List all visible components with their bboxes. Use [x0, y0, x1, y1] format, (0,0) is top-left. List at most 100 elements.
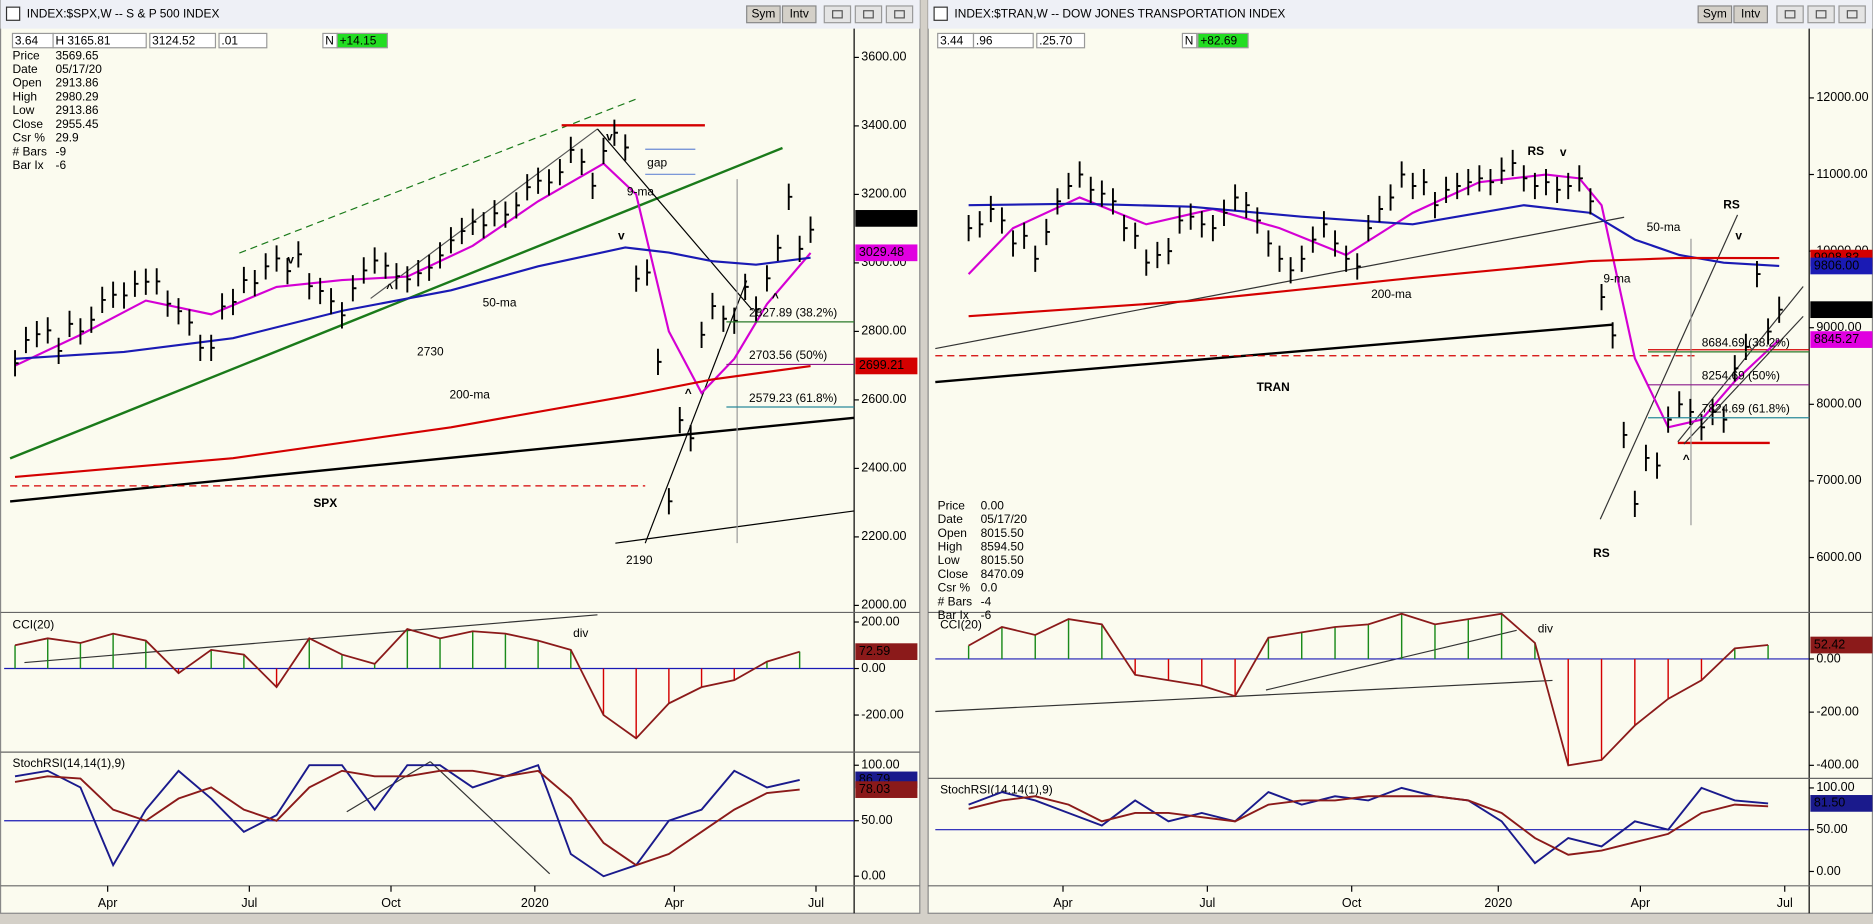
info-value: 2980.29 — [55, 89, 98, 103]
header-cell — [1036, 32, 1086, 49]
trend-line — [615, 510, 855, 544]
window-icon — [933, 6, 948, 21]
info-value: 2913.86 — [55, 103, 98, 117]
price-bar — [1256, 207, 1261, 234]
close-button[interactable] — [1838, 5, 1866, 24]
price-bar — [1744, 333, 1750, 361]
toolbar-button[interactable] — [781, 5, 817, 24]
indicator-title: StochRSI(14,14(1),9) — [13, 756, 126, 770]
price-bar — [602, 137, 608, 165]
y-tick-label: 0.00 — [1816, 864, 1840, 878]
info-value: 8594.50 — [981, 540, 1024, 554]
chart-content: INDEX:$TRAN,W -- DOW JONES TRANSPORTATIO… — [933, 5, 1873, 910]
annotation: RS — [1593, 546, 1610, 560]
price-tag — [855, 210, 918, 227]
y-tick-label: 200.00 — [861, 614, 899, 628]
price-bar — [1378, 195, 1384, 223]
close-button[interactable] — [885, 5, 914, 24]
price-bar — [57, 337, 63, 365]
price-bar — [504, 201, 509, 228]
y-tick-label: 8000.00 — [1816, 397, 1861, 411]
annotation: 9-ma — [627, 184, 655, 198]
y-tick-label: -200.00 — [861, 707, 903, 721]
price-bar — [417, 260, 422, 287]
info-label: Bar Ix — [13, 158, 44, 172]
price-bar — [1567, 172, 1572, 200]
info-label: Csr % — [938, 581, 971, 595]
toolbar-button[interactable] — [1733, 5, 1768, 24]
y-tick-label: 0.00 — [861, 661, 885, 675]
price-bar — [1200, 211, 1206, 238]
info-value: 8015.50 — [981, 526, 1024, 540]
window-spx — [0, 0, 921, 914]
price-bar — [14, 350, 19, 377]
price-bar — [678, 406, 684, 434]
chart-content: INDEX:$SPX,W -- S & P 500 INDEX Sym Intv 3.… — [4, 5, 918, 910]
annotation: 50-ma — [1647, 220, 1681, 234]
toolbar-button[interactable] — [1697, 5, 1733, 24]
price-bar — [460, 217, 466, 245]
info-label: High — [13, 89, 38, 103]
info-value: 05/17/20 — [981, 512, 1028, 526]
price-bar — [112, 281, 117, 308]
price-bar — [144, 268, 150, 295]
price-bar — [1700, 414, 1706, 441]
toolbar-button-label[interactable]: Intv — [790, 6, 809, 20]
toolbar-button[interactable] — [746, 5, 781, 24]
price-bar — [667, 488, 673, 515]
info-label: Price — [938, 498, 966, 512]
price-bar — [1478, 165, 1483, 192]
info-value: -6 — [55, 158, 66, 172]
info-value: 2955.45 — [55, 117, 98, 131]
trend-line — [1677, 286, 1804, 443]
toolbar-button-label[interactable]: Sym — [751, 6, 775, 20]
y-tick-label: 2200.00 — [861, 529, 906, 543]
trend-line — [9, 416, 855, 503]
annotation: RS — [1528, 144, 1545, 158]
price-tag — [1810, 795, 1873, 812]
maximize-button[interactable] — [854, 5, 883, 24]
toolbar-button-label[interactable]: Sym — [1703, 6, 1727, 20]
price-bar — [1234, 184, 1239, 211]
minimize-button[interactable] — [823, 5, 852, 24]
price-bar — [711, 292, 717, 320]
info-label: Open — [13, 76, 42, 90]
info-value: 0.0 — [981, 581, 998, 595]
annotation: v — [1735, 229, 1742, 243]
cci-line — [14, 628, 800, 740]
info-label: Csr % — [13, 131, 46, 145]
info-label: # Bars — [13, 144, 47, 158]
button-glyph — [863, 10, 874, 19]
price-bar — [24, 326, 30, 354]
annotation: gap — [647, 156, 667, 170]
header-cell — [972, 32, 1034, 49]
info-label: Close — [13, 117, 44, 131]
price-bar — [1722, 406, 1728, 433]
price-bar — [1445, 176, 1450, 203]
x-tick-label: Apr — [98, 896, 117, 910]
annotation: v — [1560, 145, 1567, 159]
button-glyph — [1815, 10, 1827, 19]
maximize-button[interactable] — [1807, 5, 1835, 24]
price-bar — [1067, 172, 1073, 200]
fib-label: 2703.56 (50%) — [749, 348, 827, 362]
price-bar — [275, 245, 281, 272]
price-bar — [1389, 184, 1395, 211]
price-bar — [471, 208, 477, 235]
price-tag — [1810, 257, 1873, 275]
price-tag-text: 81.50 — [1814, 796, 1845, 810]
toolbar-button-label[interactable]: Intv — [1741, 6, 1760, 20]
price-bar — [613, 119, 618, 146]
header-cell-text: N — [325, 33, 334, 47]
x-tick-label: Jul — [1777, 896, 1793, 910]
price-bar — [1134, 222, 1139, 249]
price-bar — [1644, 444, 1650, 472]
price-bar — [733, 307, 738, 334]
minimize-button[interactable] — [1776, 5, 1804, 24]
price-tag-text: 9235.70 — [1814, 302, 1859, 316]
price-bar — [1112, 188, 1117, 215]
header-cell-text: 3124.52 — [152, 33, 195, 47]
price-bar — [1489, 169, 1495, 196]
annotation: 2730 — [417, 344, 444, 358]
y-tick-label: 0.00 — [861, 869, 885, 883]
